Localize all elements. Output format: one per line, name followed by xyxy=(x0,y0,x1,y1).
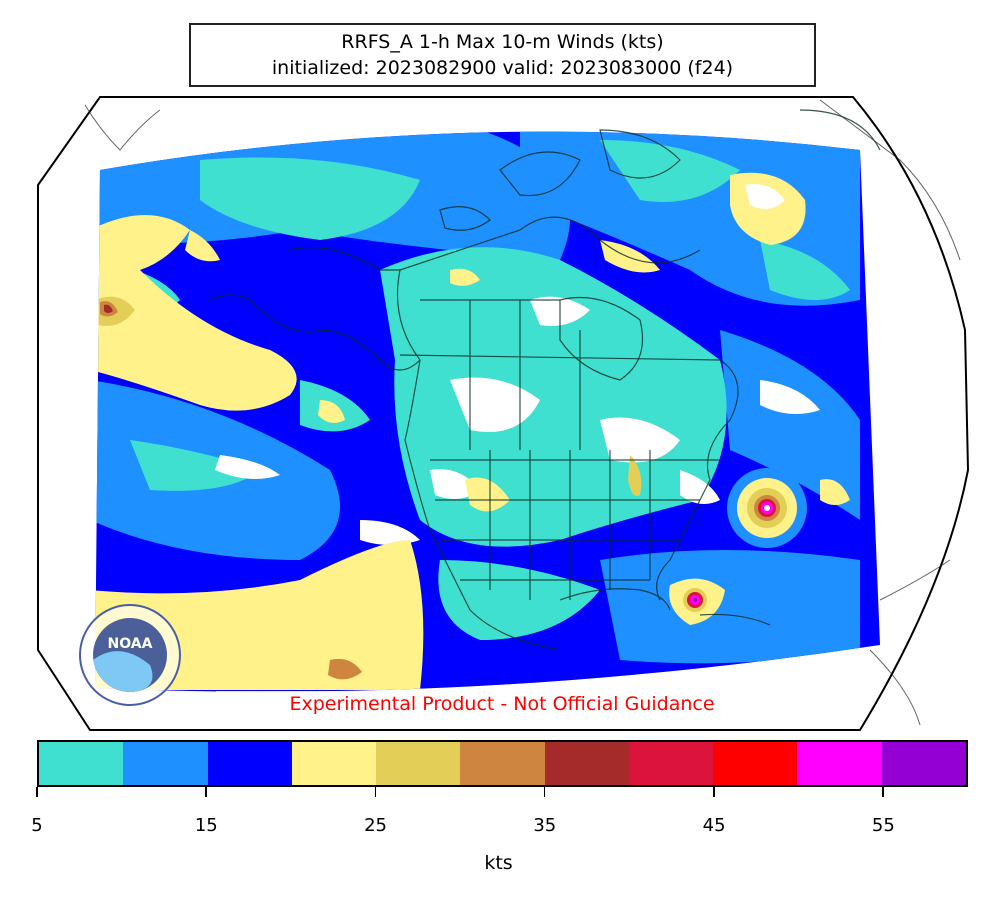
colorbar-tick: 15 xyxy=(176,787,236,836)
colorbar-tick: 35 xyxy=(515,787,575,836)
outer-coastlines xyxy=(84,99,961,726)
colorbar-tick: 45 xyxy=(684,787,744,836)
colorbar-ticks: 5 15 25 35 45 55 xyxy=(31,787,968,836)
wind-map: NOAA xyxy=(37,96,970,731)
colorbar-segment xyxy=(544,742,629,785)
colorbar-segment xyxy=(460,742,545,785)
title-box: RRFS_A 1-h Max 10-m Winds (kts) initiali… xyxy=(189,23,816,87)
colorbar-segment xyxy=(881,742,966,785)
colorbar-tick: 55 xyxy=(853,787,913,836)
title-line-2: initialized: 2023082900 valid: 202308300… xyxy=(271,57,734,79)
colorbar-tick-label: 45 xyxy=(702,815,726,836)
noaa-logo-text: NOAA xyxy=(108,636,153,652)
disclaimer-text: Experimental Product - Not Official Guid… xyxy=(216,691,788,717)
colorbar-tick-label: 15 xyxy=(194,815,218,836)
colorbar-tick-label: 5 xyxy=(31,815,43,836)
colorbar-segment xyxy=(123,742,208,785)
coastlines xyxy=(209,109,881,651)
colorbar-segment xyxy=(207,742,292,785)
colorbar-label: kts xyxy=(484,852,513,874)
title-line-1: RRFS_A 1-h Max 10-m Winds (kts) xyxy=(341,31,664,53)
colorbar-tick-label: 25 xyxy=(364,815,387,836)
colorbar-tick: 25 xyxy=(346,787,406,836)
colorbar-tick-label: 35 xyxy=(533,815,557,836)
colorbar-tick-label: 55 xyxy=(871,815,895,836)
colorbar-segment xyxy=(628,742,714,785)
colorbar-tick: 5 xyxy=(7,787,67,836)
colorbar-segment xyxy=(713,742,798,785)
colorbar xyxy=(37,740,968,787)
colorbar-segment xyxy=(797,742,882,785)
noaa-logo: NOAA xyxy=(79,604,181,706)
colorbar-segment xyxy=(39,742,124,785)
colorbar-segment xyxy=(291,742,377,785)
colorbar-segment xyxy=(376,742,461,785)
